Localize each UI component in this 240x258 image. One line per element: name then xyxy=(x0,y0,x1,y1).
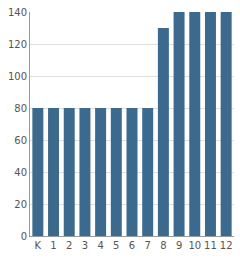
svg-text:60: 60 xyxy=(14,135,27,146)
svg-text:0: 0 xyxy=(21,231,27,242)
svg-text:10: 10 xyxy=(188,240,201,251)
svg-text:6: 6 xyxy=(129,240,135,251)
svg-text:K: K xyxy=(35,240,42,251)
svg-text:120: 120 xyxy=(8,39,27,50)
svg-text:8: 8 xyxy=(160,240,166,251)
svg-text:4: 4 xyxy=(97,240,103,251)
svg-text:7: 7 xyxy=(145,240,151,251)
svg-text:100: 100 xyxy=(8,71,27,82)
svg-text:1: 1 xyxy=(50,240,56,251)
svg-text:40: 40 xyxy=(14,167,27,178)
svg-text:80: 80 xyxy=(14,103,27,114)
svg-text:5: 5 xyxy=(113,240,119,251)
svg-text:2: 2 xyxy=(66,240,72,251)
svg-text:12: 12 xyxy=(220,240,233,251)
svg-text:20: 20 xyxy=(14,199,27,210)
svg-text:9: 9 xyxy=(176,240,182,251)
svg-text:140: 140 xyxy=(8,7,27,18)
svg-text:11: 11 xyxy=(204,240,217,251)
svg-text:3: 3 xyxy=(82,240,88,251)
